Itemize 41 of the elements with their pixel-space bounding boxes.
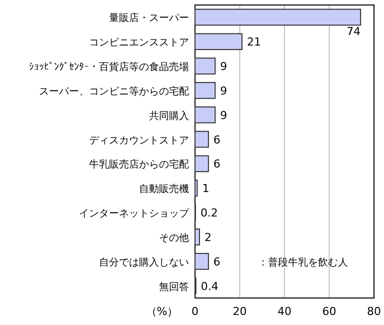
x-tick-label: 60 — [322, 305, 336, 318]
x-tick-label: 80 — [367, 305, 381, 318]
y-tick-label: 量販店・スーパー — [109, 12, 189, 24]
data-label: 74 — [346, 25, 361, 38]
x-tick-label: 0 — [192, 305, 198, 318]
y-tick-label: インターネットショップ — [79, 208, 190, 220]
y-tick-label: 自分では購入しない — [99, 256, 189, 268]
data-label: 6 — [213, 158, 220, 171]
x-tick-label: 20 — [232, 305, 247, 318]
data-label: 9 — [220, 84, 228, 98]
annotation: ：普段牛乳を飲む人 — [258, 256, 348, 268]
y-tick-label: その他 — [159, 232, 189, 244]
bar — [194, 180, 198, 197]
data-label: 6 — [213, 255, 220, 268]
data-label: 0.2 — [200, 206, 218, 220]
x-tick-label: 40 — [278, 305, 292, 318]
data-label: 2 — [204, 230, 212, 244]
data-label: 6 — [213, 133, 220, 146]
data-label: 9 — [220, 108, 228, 122]
bar — [194, 130, 209, 148]
y-tick-label: ディスカウントストア — [89, 135, 189, 146]
y-tick-label: ｼｮｯﾋﾟﾝｸﾞｾﾝﾀｰ・百貨店等の食品売場 — [29, 61, 189, 74]
data-label: 0.4 — [200, 280, 218, 293]
y-tick-label: コンビニエンスストア — [89, 38, 189, 49]
bar — [194, 106, 216, 124]
y-tick-label: スーパー、コンビニ等からの宅配 — [39, 85, 189, 98]
y-tick-label: 牛乳販売店からの宅配 — [89, 158, 189, 171]
data-label: 9 — [220, 60, 228, 74]
y-tick-label: 共同購入 — [149, 110, 189, 122]
bar — [194, 228, 200, 246]
bar — [194, 82, 216, 99]
x-axis-title: （%） — [146, 305, 178, 318]
data-label: 1 — [202, 182, 210, 196]
bar — [194, 58, 216, 74]
bar — [194, 155, 209, 172]
y-tick-label: 自動販売機 — [139, 183, 189, 196]
bar — [194, 33, 242, 50]
bar — [194, 8, 362, 26]
data-label: 21 — [246, 36, 261, 49]
bar — [194, 252, 209, 270]
y-tick-label: 無回答 — [159, 280, 189, 293]
